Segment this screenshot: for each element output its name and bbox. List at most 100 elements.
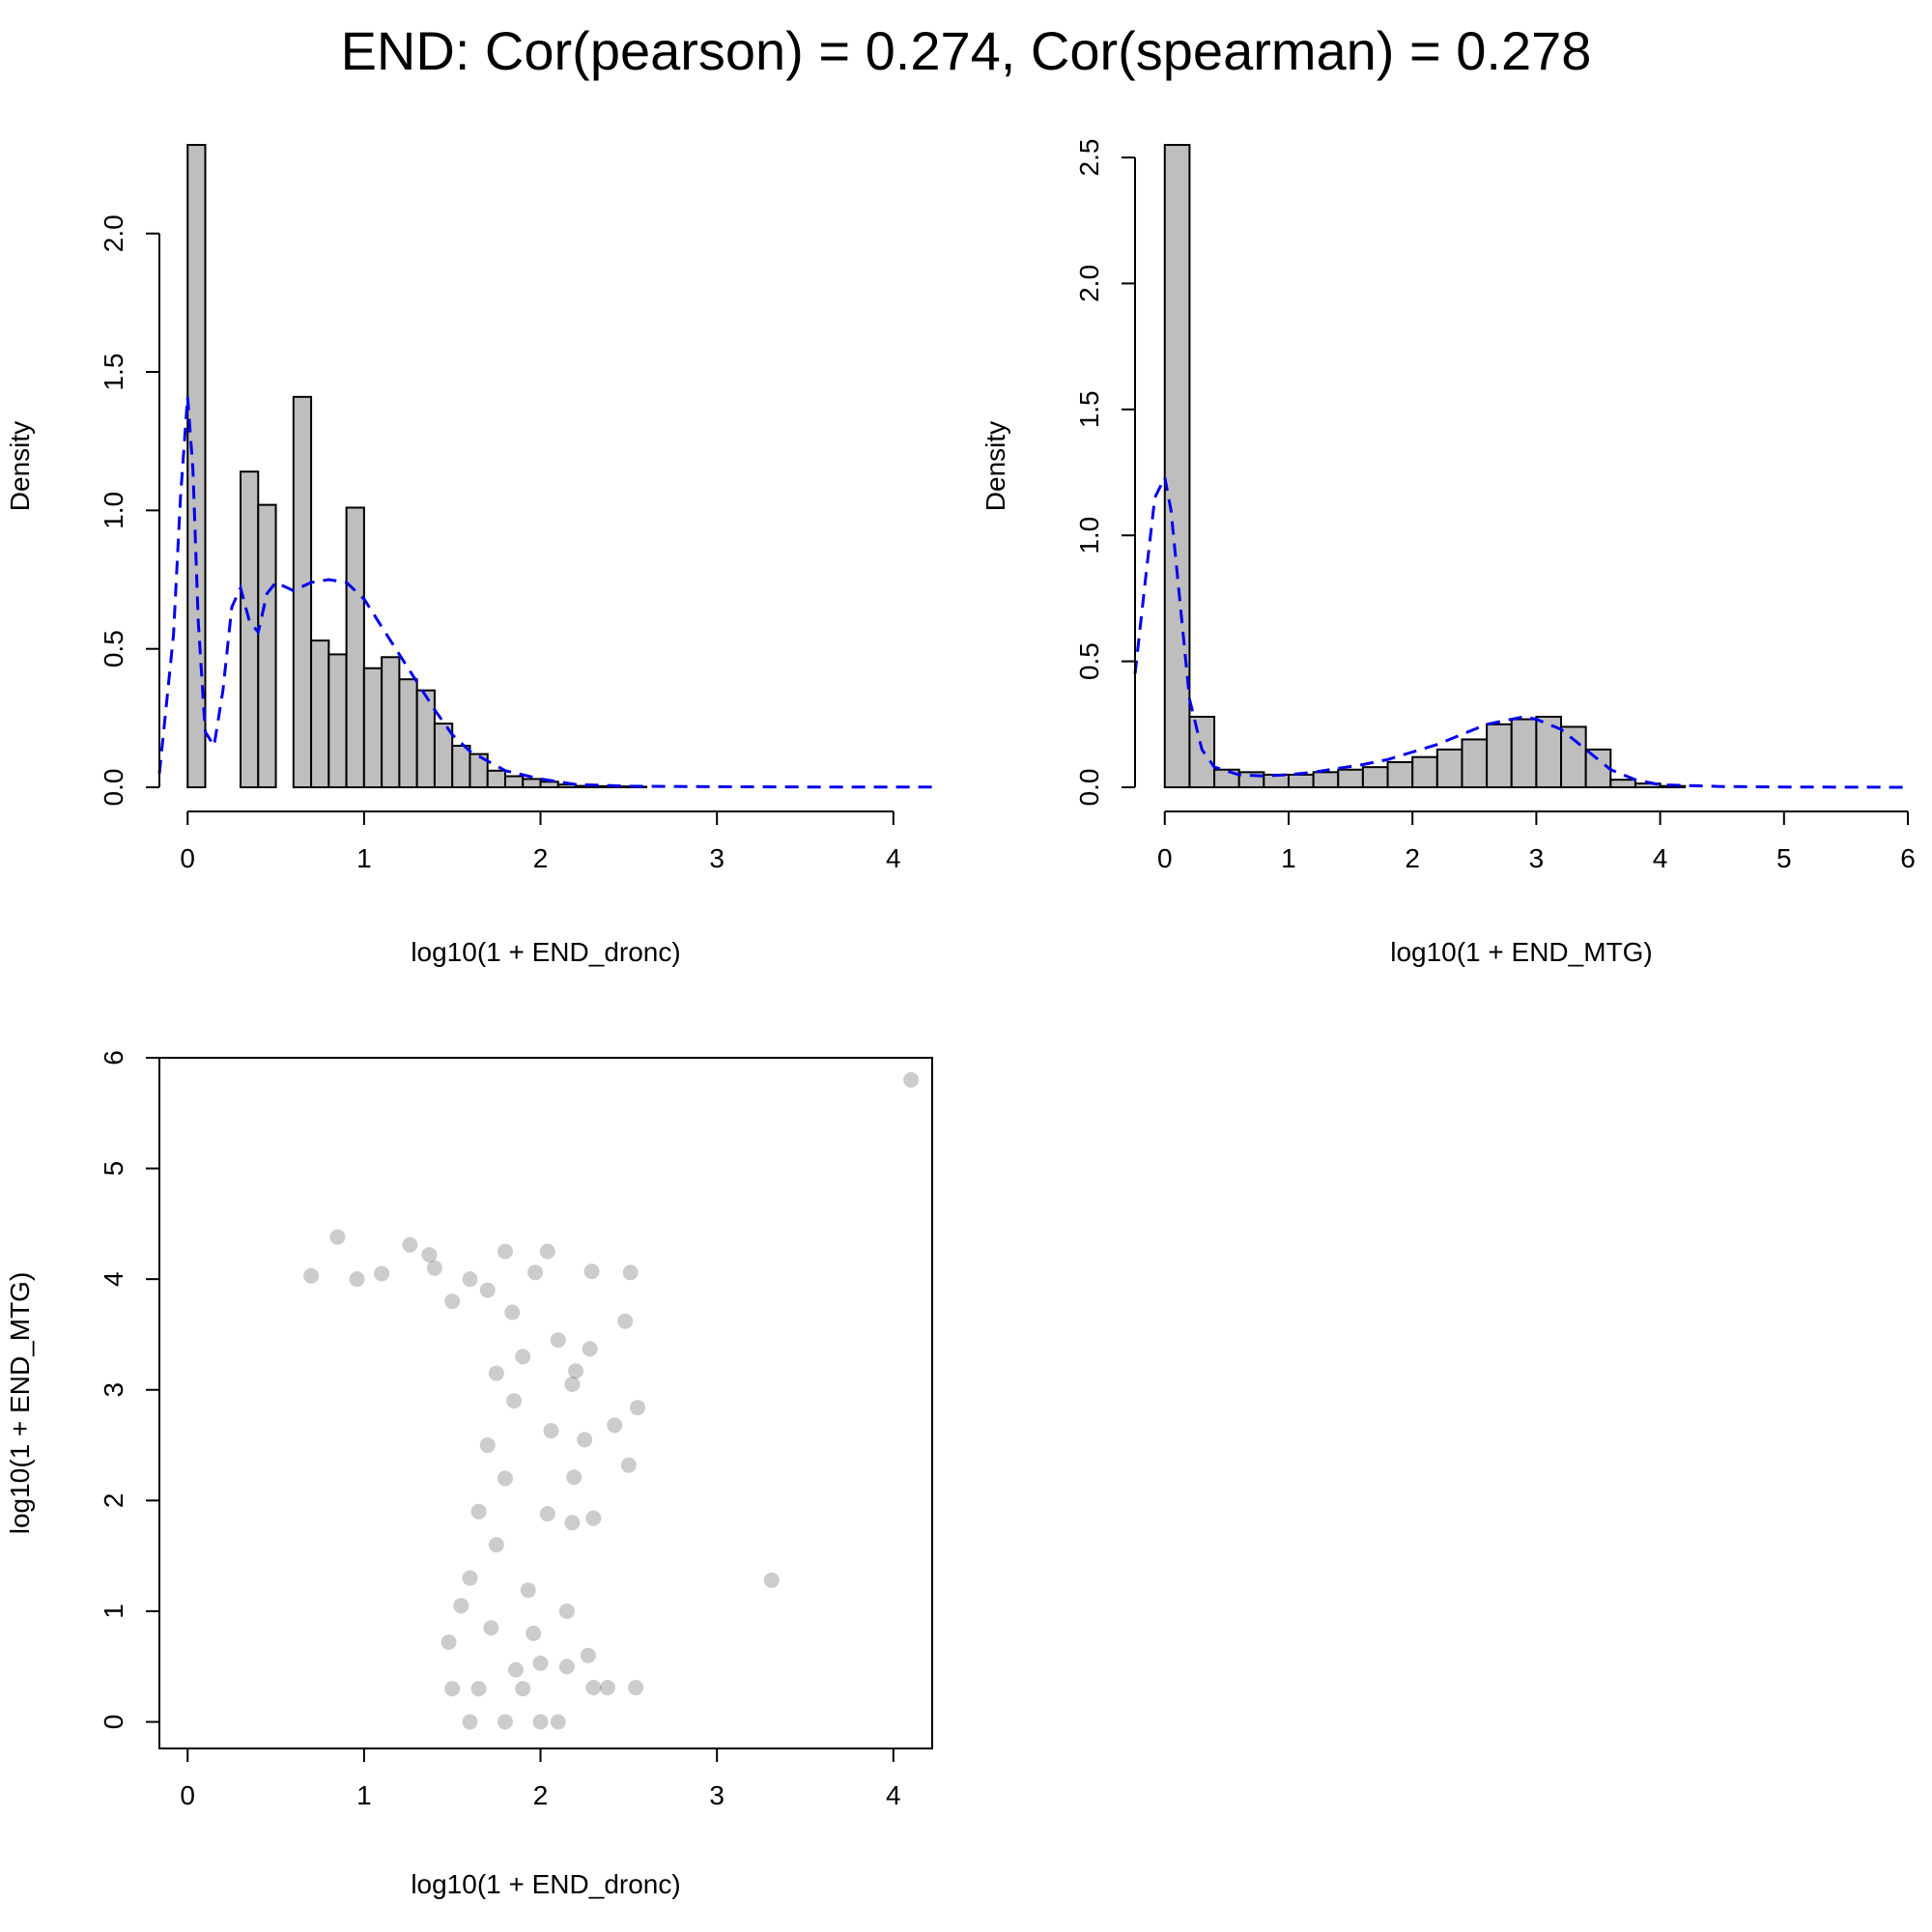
scatter-point [515,1349,531,1365]
scatter-point [507,1662,524,1678]
scatter-point [628,1679,644,1695]
y-tick-label: 2.0 [99,214,128,252]
scatter-point [543,1423,559,1439]
scatter-point [479,1437,496,1454]
density-curve-dronc [157,396,932,789]
x-tick-label: 2 [533,1780,549,1810]
x-tick-label: 3 [1529,843,1545,873]
y-tick-label: 0.0 [1074,769,1104,807]
histogram-bar [1461,738,1489,789]
histogram-bar [1386,760,1414,789]
y-tick-label: 0.5 [99,630,128,668]
scatter-dronc-vs-mtg: 0 1 2 3 4 0 1 2 3 4 5 6 log10(1 + END_dronc) log10(… [5,1050,933,1899]
histogram-bar [1337,768,1364,789]
histogram-dronc-bars [186,144,648,789]
y-tick-label: 2.0 [1074,265,1104,302]
scatter-point [421,1246,438,1263]
x-tick-label: 3 [709,1780,724,1810]
figure-title: END: Cor(pearson) = 0.274, Cor(spearman)… [341,20,1592,81]
y-tick-label: 2 [99,1493,128,1509]
histogram-bar [1486,723,1513,788]
histogram-mtg-axes: 0 1 2 3 4 5 6 0.0 0.5 1.0 1.5 2.0 2.5 [1074,139,1916,873]
scatter-point [374,1265,390,1282]
x-tick-label: 4 [1653,843,1668,873]
x-axis-label-scatter: log10(1 + END_dronc) [411,1869,680,1899]
histogram-bar [327,653,348,789]
scatter-point [583,1264,600,1280]
scatter-point [599,1679,615,1695]
y-tick-label: 6 [99,1050,128,1065]
scatter-points [303,1071,920,1730]
x-tick-label: 6 [1900,843,1916,873]
y-tick-label: 0.0 [99,769,128,807]
histogram-bar [1411,755,1438,788]
scatter-point [440,1634,457,1650]
histogram-bar [1535,715,1563,789]
histogram-dronc-axes: 0 1 2 3 4 0.0 0.5 1.0 1.5 2.0 [99,214,901,873]
x-tick-label: 4 [886,843,901,873]
scatter-point [903,1071,920,1088]
histogram-bar [1287,773,1315,788]
y-tick-label: 1 [99,1604,128,1619]
histogram-bar [257,503,277,789]
y-tick-label: 4 [99,1271,128,1287]
scatter-point [470,1681,487,1697]
scatter-point [497,1714,513,1730]
scatter-point [532,1714,549,1730]
histogram-bar [381,656,401,788]
scatter-point [329,1229,346,1245]
histogram-bar [345,506,365,788]
histogram-bar [186,144,207,788]
y-tick-label: 0.5 [1074,642,1104,680]
scatter-point [497,1243,513,1260]
scatter-point [620,1457,637,1473]
scatter-point [462,1570,478,1586]
x-tick-label: 1 [1281,843,1296,873]
scatter-point [582,1341,598,1357]
histogram-bar [1312,771,1340,789]
x-tick-label: 3 [709,843,724,873]
histogram-bar [310,639,330,789]
scatter-point [444,1293,461,1310]
scatter-point [462,1714,478,1730]
histogram-bar [503,775,525,789]
density-curve-mtg [1133,472,1909,789]
histogram-bar [1435,748,1463,788]
scatter-point [426,1260,442,1276]
scatter-point [550,1714,566,1730]
histogram-bar [415,689,436,788]
x-tick-label: 0 [1157,843,1173,873]
scatter-point [497,1470,513,1487]
y-tick-label: 1.0 [99,492,128,529]
histogram-bar [292,395,313,788]
histogram-bar [539,781,559,788]
scatter-point [462,1271,478,1288]
x-tick-label: 4 [886,1780,901,1810]
scatter-point [520,1582,536,1599]
scatter-point [402,1236,418,1253]
y-tick-label: 1.0 [1074,517,1104,554]
scatter-axes: 0 1 2 3 4 0 1 2 3 4 5 6 [99,1050,901,1810]
x-tick-label: 5 [1776,843,1792,873]
histogram-bar [1510,718,1538,789]
scatter-point [580,1647,596,1663]
y-axis-label-dronc-density: Density [5,421,35,511]
scatter-point [622,1264,639,1281]
scatter-point [349,1271,365,1288]
histogram-bar [398,678,418,788]
histogram-bar [1584,748,1612,788]
scatter-point [617,1313,634,1329]
x-tick-label: 1 [356,843,372,873]
scatter-point [488,1365,504,1381]
scatter-point [488,1537,504,1553]
y-tick-label: 2.5 [1074,139,1104,177]
histogram-mtg-bars [1163,144,1687,789]
scatter-point [558,1659,575,1675]
scatter-point [303,1267,320,1284]
y-tick-label: 1.5 [1074,390,1104,428]
scatter-point [568,1363,584,1379]
scatter-point [539,1243,555,1260]
scatter-point [515,1681,531,1697]
